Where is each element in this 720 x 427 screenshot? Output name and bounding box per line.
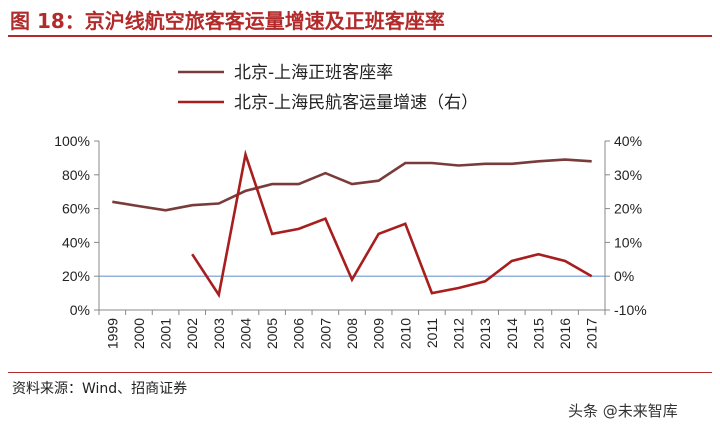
left-tick-label: 40% xyxy=(62,234,90,250)
line-chart: 0% 20% 40% 60% 80% 100% -10% 0% 10% 20% 30% 40% 1999… xyxy=(54,63,647,349)
x-tick-label: 2007 xyxy=(317,318,333,349)
left-tick-label: 20% xyxy=(62,268,90,284)
x-tick-label: 2013 xyxy=(477,318,493,349)
chart-axes: 0% 20% 40% 60% 80% 100% -10% 0% 10% 20% 30% 40% 1999… xyxy=(54,133,647,349)
watermark: 头条 @未来智库 xyxy=(568,402,678,420)
right-tick-label: 10% xyxy=(614,234,642,250)
right-tick-label: 40% xyxy=(614,133,642,149)
x-tick-label: 2001 xyxy=(158,318,174,349)
title-divider xyxy=(8,35,712,37)
x-tick-label: 2004 xyxy=(237,318,253,349)
x-tick-label: 2008 xyxy=(344,318,360,349)
chart-series xyxy=(112,149,593,299)
x-tick-label: 2003 xyxy=(211,318,227,349)
legend-label-2: 北京-上海民航客运量增速（右） xyxy=(234,93,478,113)
x-tick-label: 1999 xyxy=(104,318,120,349)
right-tick-label: 30% xyxy=(614,167,642,183)
series-line-1 xyxy=(112,158,592,212)
x-tick-label: 2011 xyxy=(424,318,440,348)
x-tick-label: 2012 xyxy=(451,318,467,349)
page-title: 图 18：京沪线航空旅客客运量增速及正班客座率 xyxy=(10,9,445,33)
x-tick-label: 2017 xyxy=(584,318,600,349)
series-line-2 xyxy=(191,149,593,299)
right-tick-label: 20% xyxy=(614,201,642,217)
left-tick-label: 0% xyxy=(70,302,90,318)
left-tick-label: 80% xyxy=(62,167,90,183)
left-tick-label: 60% xyxy=(62,201,90,217)
x-tick-label: 2009 xyxy=(371,318,387,349)
x-tick-label: 2015 xyxy=(530,318,546,349)
legend-label-1: 北京-上海正班客座率 xyxy=(234,63,393,83)
x-tick-label: 2010 xyxy=(397,318,413,349)
right-tick-label: -10% xyxy=(614,302,647,318)
x-tick-label: 2005 xyxy=(264,318,280,349)
x-tick-label: 2002 xyxy=(184,318,200,349)
right-tick-label: 0% xyxy=(614,268,634,284)
x-tick-label: 2016 xyxy=(557,318,573,349)
source-note: 资料来源：Wind、招商证券 xyxy=(12,381,188,397)
source-divider xyxy=(8,372,712,373)
x-tick-label: 2006 xyxy=(291,318,307,349)
x-tick-label: 2014 xyxy=(504,318,520,349)
left-tick-label: 100% xyxy=(54,133,90,149)
x-tick-label: 2000 xyxy=(131,318,147,349)
